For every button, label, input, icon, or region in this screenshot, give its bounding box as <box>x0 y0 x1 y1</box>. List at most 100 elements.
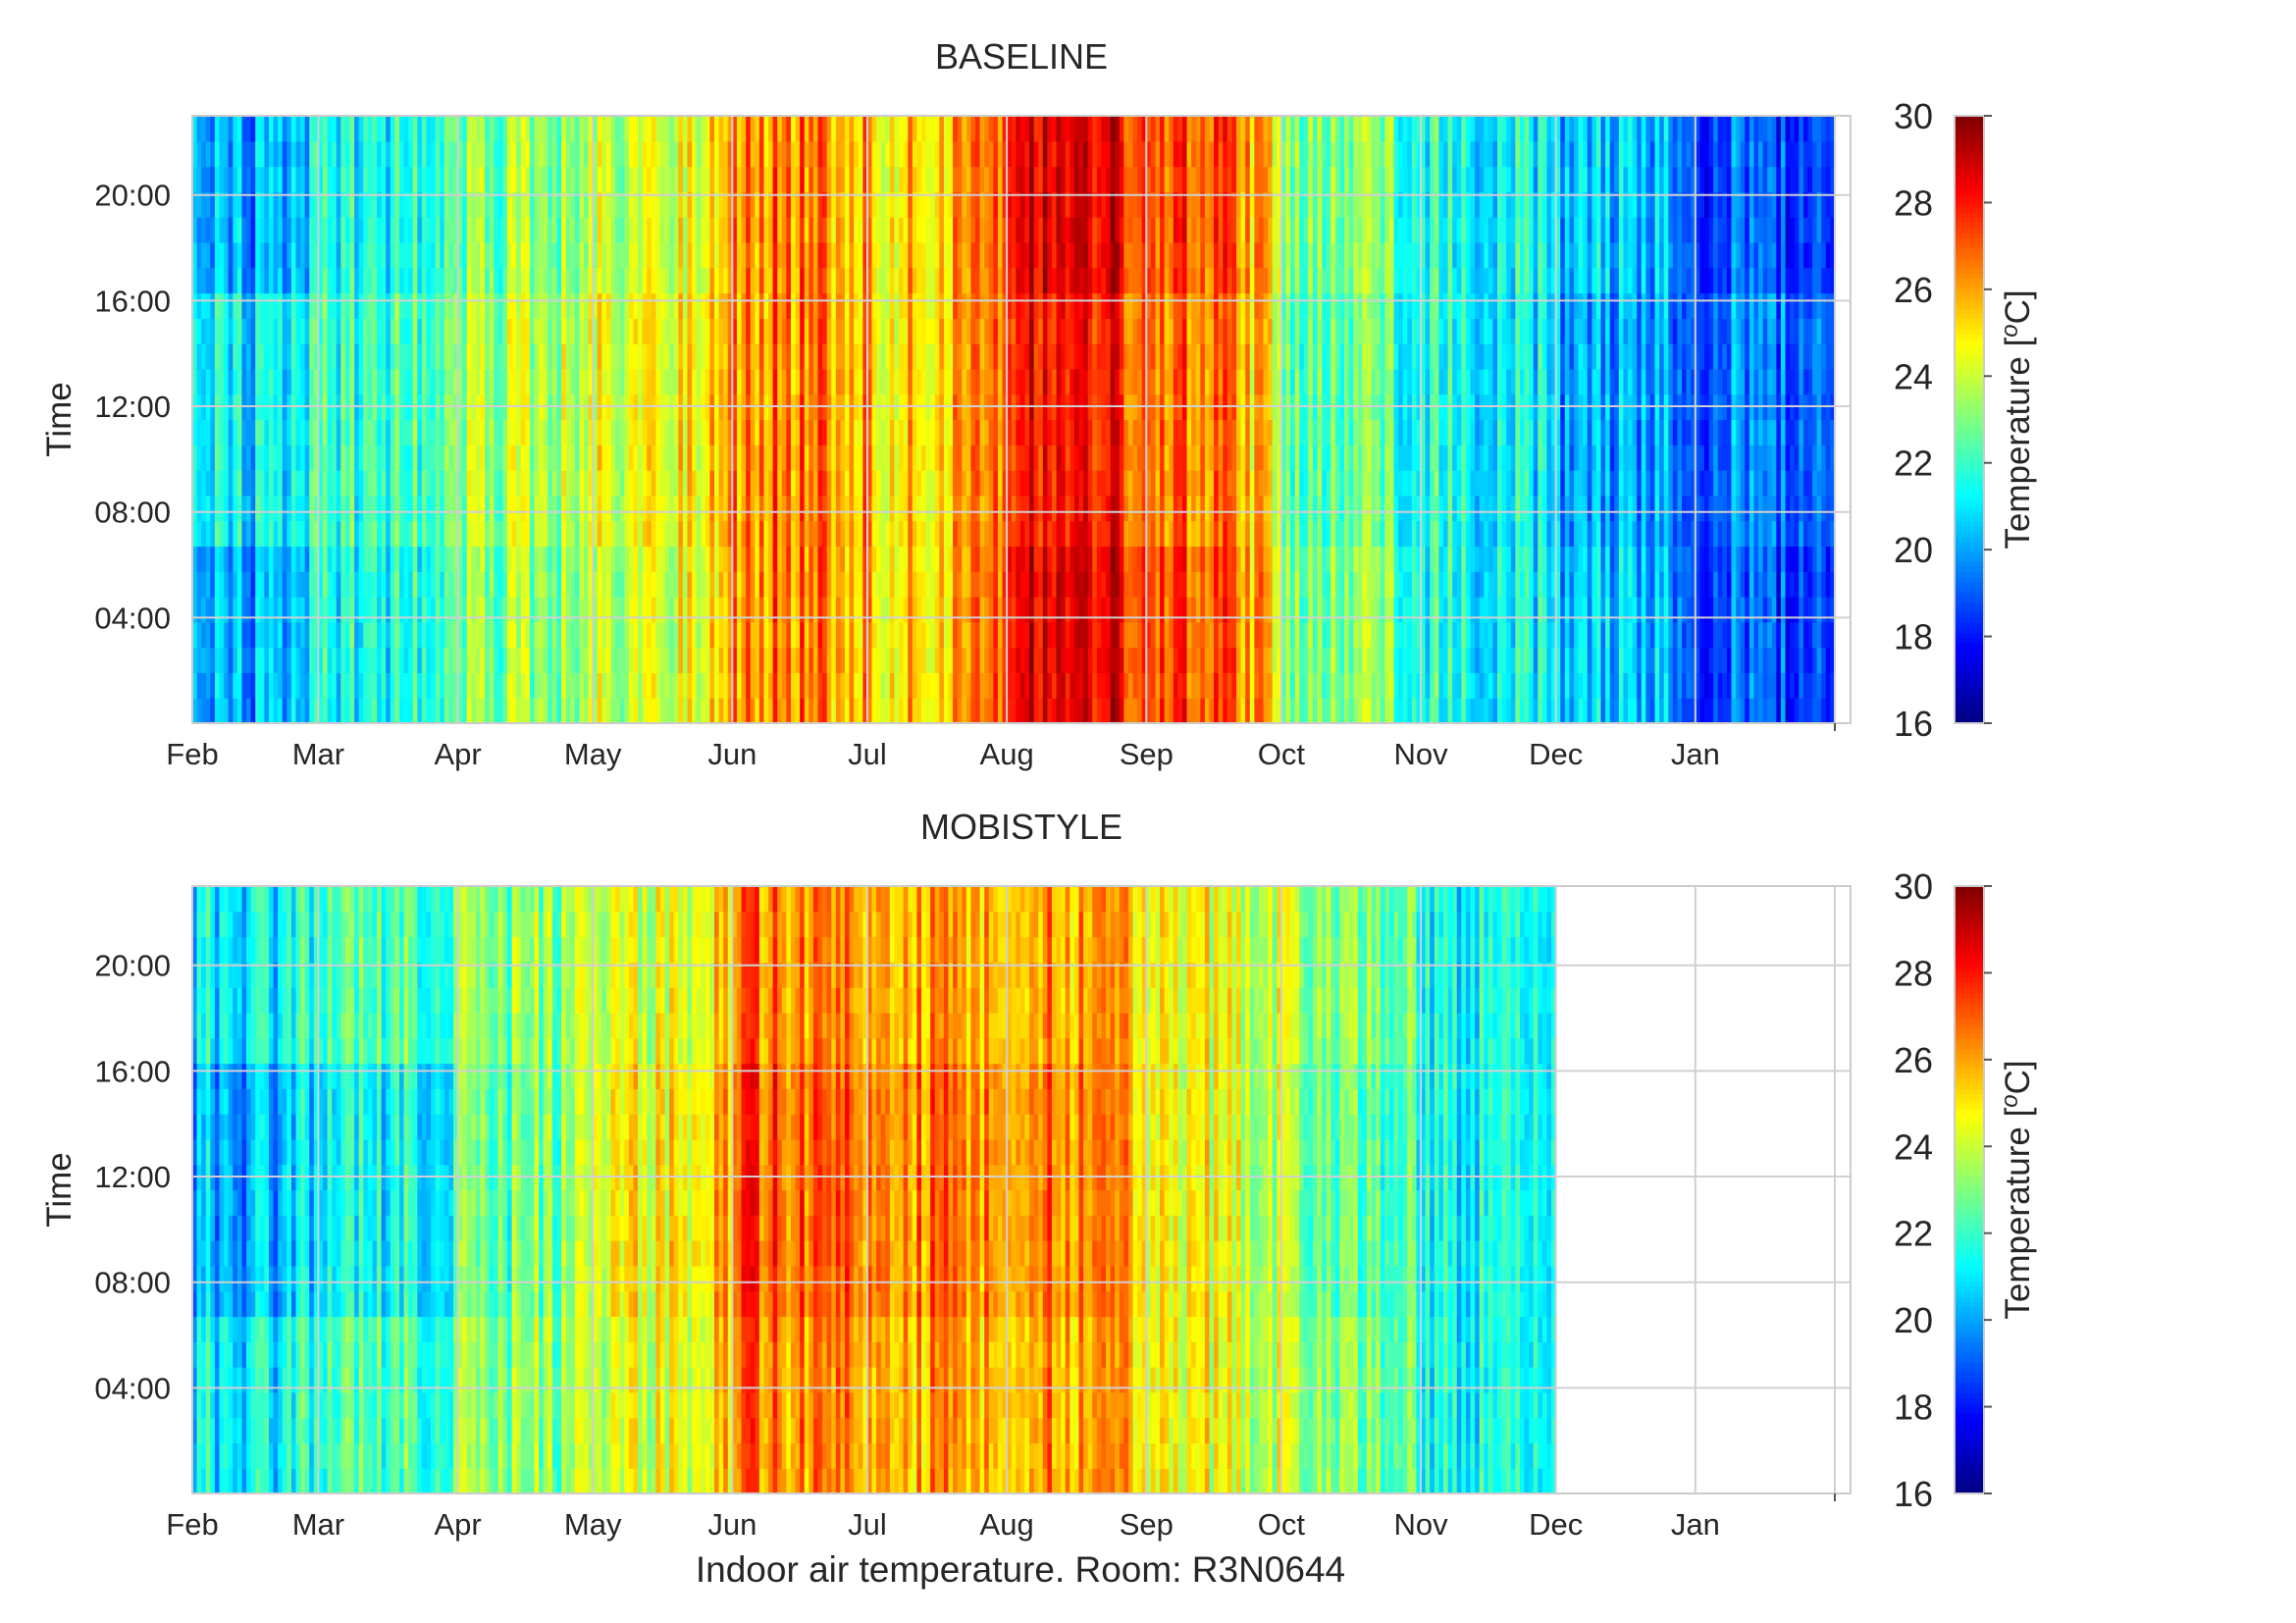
heatmap-cell <box>390 647 395 674</box>
heatmap-cell <box>633 571 639 598</box>
heatmap-cell <box>489 698 495 724</box>
heatmap-cell <box>866 672 873 699</box>
heatmap-cell <box>758 217 765 243</box>
heatmap-cell <box>228 647 234 674</box>
heatmap-cell <box>908 343 913 370</box>
heatmap-cell <box>800 445 806 471</box>
heatmap-cell <box>800 140 806 168</box>
heatmap-cell <box>647 571 652 598</box>
heatmap-cell <box>1087 597 1093 623</box>
heatmap-cell <box>358 116 364 142</box>
heatmap-cell <box>642 621 648 649</box>
heatmap-cell <box>812 621 819 649</box>
heatmap-cell <box>246 191 252 218</box>
heatmap-cell <box>858 597 863 623</box>
heatmap-cell <box>264 267 270 294</box>
heatmap-cell <box>381 520 387 548</box>
heatmap-cell <box>421 546 428 572</box>
heatmap-cell <box>556 597 562 623</box>
heatmap-cell <box>377 621 383 649</box>
heatmap-cell <box>786 292 792 319</box>
heatmap-cell <box>962 621 967 649</box>
heatmap-cell <box>957 343 963 370</box>
heatmap-cell <box>723 166 729 192</box>
heatmap-cell <box>1007 546 1013 572</box>
heatmap-cell <box>273 116 279 142</box>
heatmap-cell <box>462 546 468 572</box>
heatmap-cell <box>628 241 635 269</box>
heatmap-cell <box>790 672 797 699</box>
heatmap-cell <box>624 166 630 192</box>
heatmap-cell <box>1042 698 1048 724</box>
heatmap-cell <box>741 546 747 572</box>
heatmap-cell <box>551 621 558 649</box>
heatmap-cell <box>489 166 495 192</box>
heatmap-cell <box>1038 647 1044 674</box>
heatmap-cell <box>1051 292 1058 319</box>
heatmap-cell <box>912 597 917 623</box>
heatmap-cell <box>943 546 950 572</box>
heatmap-cell <box>812 292 819 319</box>
heatmap-cell <box>934 318 940 344</box>
heatmap-cell <box>812 343 819 370</box>
heatmap-cell <box>466 166 472 192</box>
heatmap-cell <box>647 672 652 699</box>
heatmap-cell <box>313 698 320 724</box>
heatmap-cell <box>287 470 292 497</box>
heatmap-cell <box>615 116 621 142</box>
heatmap-cell <box>1033 470 1039 497</box>
heatmap-cell <box>800 419 806 445</box>
heatmap-cell <box>943 520 950 548</box>
heatmap-cell <box>849 140 855 168</box>
heatmap-cell <box>1061 292 1067 319</box>
heatmap-cell <box>781 672 787 699</box>
heatmap-cell <box>934 116 940 142</box>
heatmap-cell <box>386 419 391 445</box>
heatmap-cell <box>529 495 536 522</box>
heatmap-cell <box>619 292 625 319</box>
heatmap-cell <box>1083 672 1089 699</box>
heatmap-cell <box>255 116 261 142</box>
heatmap-cell <box>278 470 284 497</box>
heatmap-cell <box>809 217 814 243</box>
heatmap-cell <box>304 217 310 243</box>
heatmap-cell <box>1065 470 1070 497</box>
heatmap-cell <box>633 368 639 395</box>
heatmap-cell <box>997 597 1004 623</box>
heatmap-cell <box>962 241 967 269</box>
heatmap-cell <box>300 116 306 142</box>
heatmap-cell <box>854 698 860 724</box>
heatmap-cell <box>795 698 801 724</box>
heatmap-cell <box>588 368 594 395</box>
heatmap-cell <box>709 571 715 598</box>
heatmap-cell <box>800 672 806 699</box>
heatmap-cell <box>241 597 247 623</box>
heatmap-cell <box>601 419 607 445</box>
heatmap-cell <box>876 191 882 218</box>
heatmap-cell <box>268 672 275 699</box>
heatmap-cell <box>605 217 612 243</box>
heatmap-cell <box>965 116 972 142</box>
heatmap-cell <box>1033 292 1039 319</box>
heatmap-cell <box>732 267 738 294</box>
heatmap-cell <box>862 140 868 168</box>
heatmap-cell <box>403 495 409 522</box>
heatmap-cell <box>1029 698 1035 724</box>
heatmap-cell <box>871 368 877 395</box>
heatmap-cell <box>462 647 468 674</box>
heatmap-cell <box>236 166 243 192</box>
heatmap-cell <box>988 368 994 395</box>
heatmap-cell <box>601 140 607 168</box>
heatmap-cell <box>1101 470 1107 497</box>
heatmap-cell <box>1051 597 1058 623</box>
heatmap-cell <box>525 292 531 319</box>
heatmap-cell <box>282 546 287 572</box>
heatmap-cell <box>561 571 567 598</box>
heatmap-cell <box>786 546 792 572</box>
heatmap-cell <box>678 419 684 445</box>
heatmap-cell <box>1119 672 1124 699</box>
heatmap-cell <box>1070 292 1075 319</box>
heatmap-cell <box>768 140 774 168</box>
heatmap-cell <box>939 241 945 269</box>
heatmap-cell <box>673 698 679 724</box>
